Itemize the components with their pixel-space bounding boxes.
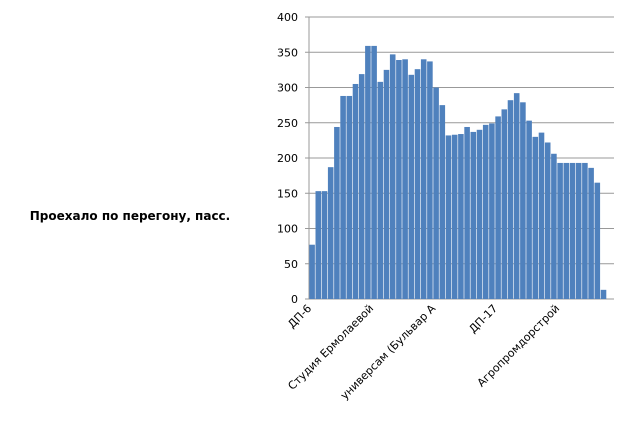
bar xyxy=(470,131,477,299)
bar xyxy=(371,45,377,299)
bar xyxy=(445,135,452,299)
bar xyxy=(358,74,365,299)
bar xyxy=(327,167,334,299)
bar xyxy=(427,61,433,299)
bar xyxy=(365,45,371,299)
bar xyxy=(433,87,439,299)
bar xyxy=(520,102,526,300)
y-tick-label: 150 xyxy=(277,187,298,200)
bar xyxy=(482,124,489,300)
bar xyxy=(439,105,446,299)
bar xyxy=(495,116,501,299)
bar xyxy=(315,191,322,299)
bar xyxy=(594,182,601,299)
bar xyxy=(377,81,384,299)
y-tick-label: 100 xyxy=(277,223,298,236)
bar xyxy=(309,244,315,299)
bar xyxy=(464,126,470,299)
bar xyxy=(389,54,396,299)
bar xyxy=(414,69,421,299)
bar xyxy=(321,191,328,299)
x-tick-label: ДП-6 xyxy=(285,302,314,331)
bar xyxy=(563,162,570,299)
y-axis-label: Проехало по перегону, пасс. xyxy=(30,209,230,223)
y-tick-label: 250 xyxy=(277,117,298,130)
bar xyxy=(476,129,483,299)
y-tick-label: 350 xyxy=(277,46,298,59)
bar xyxy=(340,95,346,300)
bar xyxy=(334,126,340,299)
bar xyxy=(557,162,563,299)
bar xyxy=(402,59,408,299)
y-tick-label: 300 xyxy=(277,82,298,95)
bar xyxy=(600,289,607,299)
bar xyxy=(346,95,353,300)
bar xyxy=(458,134,464,299)
bar xyxy=(569,162,576,299)
bar xyxy=(532,136,539,299)
bar xyxy=(551,153,557,299)
bar xyxy=(544,142,551,299)
bar xyxy=(513,93,520,299)
bar xyxy=(501,109,508,299)
bar xyxy=(526,120,532,299)
bar xyxy=(408,74,415,299)
bar xyxy=(396,60,402,299)
bar xyxy=(451,134,458,299)
bar xyxy=(588,167,594,299)
y-tick-label: 400 xyxy=(277,11,298,24)
y-tick-label: 200 xyxy=(277,152,298,165)
bar xyxy=(420,59,427,299)
bar xyxy=(352,83,359,299)
y-tick-label: 0 xyxy=(291,293,298,306)
bar xyxy=(575,162,582,299)
bar xyxy=(507,100,514,299)
bar xyxy=(383,69,390,299)
bar xyxy=(489,123,495,299)
bar xyxy=(538,132,545,299)
bar xyxy=(582,162,588,299)
y-tick-label: 50 xyxy=(284,258,298,271)
x-tick-label: ДП-17 xyxy=(466,302,500,336)
